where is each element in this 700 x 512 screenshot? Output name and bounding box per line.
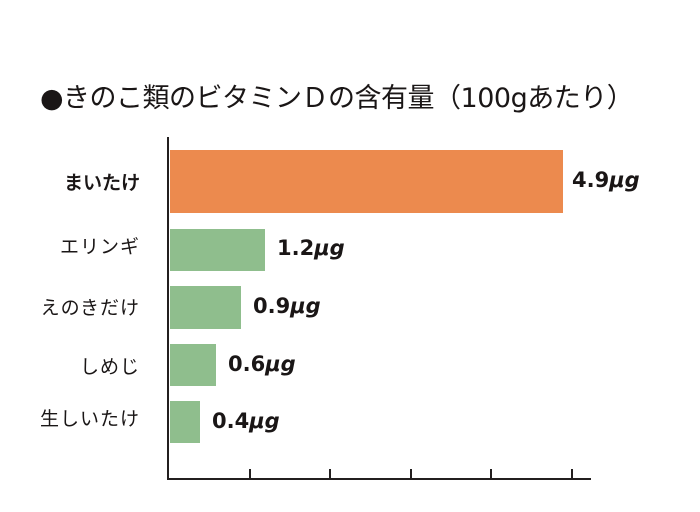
value-label-eringi: 1.2μg <box>277 236 345 260</box>
bar-nama-shiitake <box>170 401 200 443</box>
bar-maitake <box>170 150 563 213</box>
bar-eringi <box>170 229 265 271</box>
x-axis-tick <box>329 469 331 479</box>
bar-shimeji <box>170 344 216 386</box>
bar-enokidake <box>170 286 241 329</box>
x-axis-tick <box>490 469 492 479</box>
value-label-maitake: 4.9μg <box>572 168 640 192</box>
x-axis-tick <box>571 469 573 479</box>
category-label-enokidake: えのきだけ <box>40 297 140 319</box>
x-axis-tick <box>249 469 251 479</box>
category-label-maitake: まいたけ <box>63 172 140 194</box>
category-label-shimeji: しめじ <box>79 356 140 378</box>
chart-title: ●きのこ類のビタミンＤの含有量（100gあたり） <box>40 83 634 114</box>
x-axis-tick <box>410 469 412 479</box>
value-label-nama-shiitake: 0.4μg <box>212 409 280 433</box>
category-label-nama-shiitake: 生しいたけ <box>39 408 140 430</box>
y-axis-line <box>167 137 169 480</box>
category-label-eringi: エリンギ <box>59 236 140 258</box>
value-label-shimeji: 0.6μg <box>228 352 296 376</box>
x-axis-line <box>167 478 591 480</box>
value-label-enokidake: 0.9μg <box>253 294 321 318</box>
